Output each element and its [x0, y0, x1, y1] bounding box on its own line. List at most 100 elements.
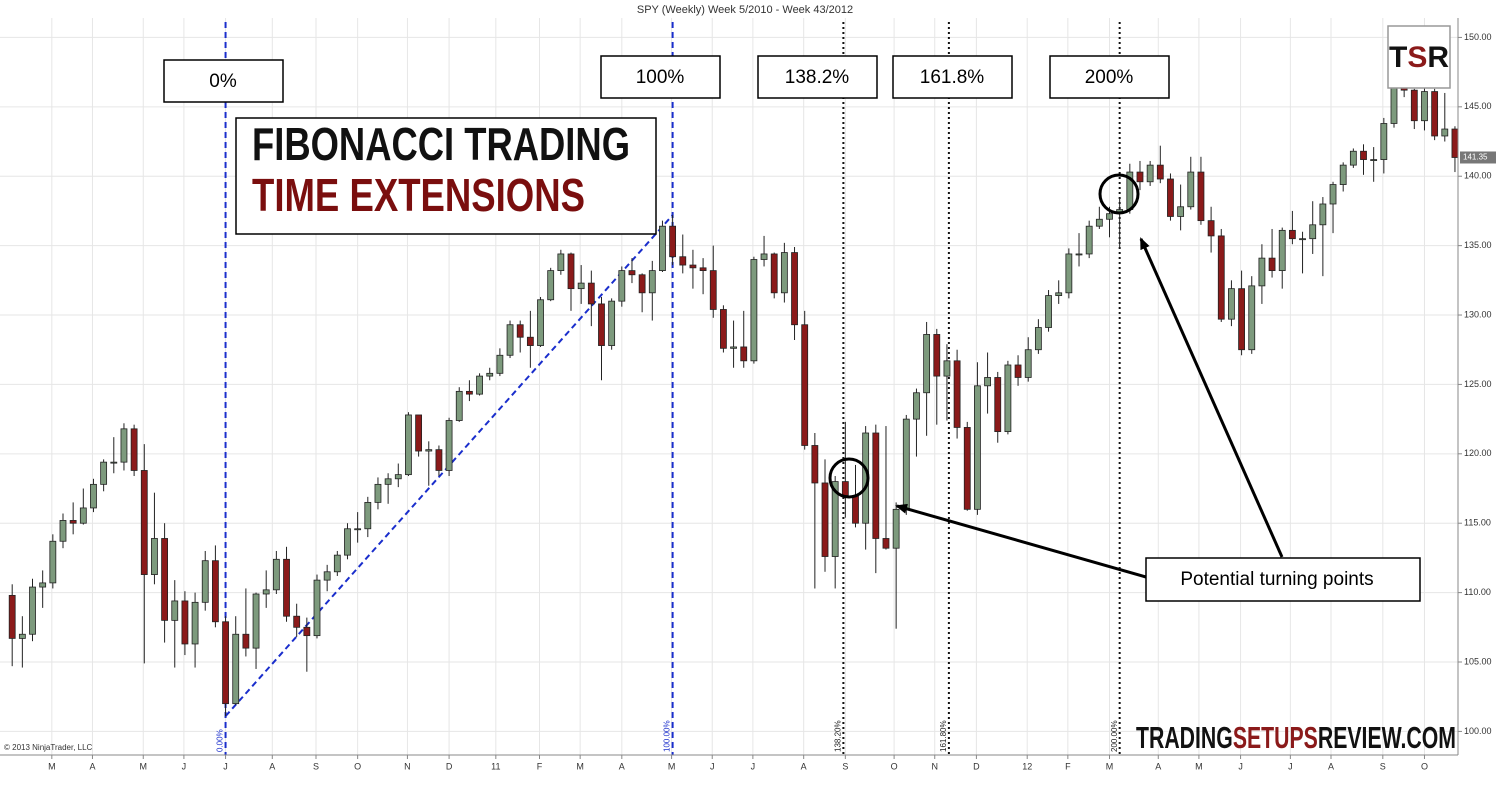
x-tick-label: M: [576, 761, 584, 771]
x-tick-label: N: [931, 761, 938, 771]
candle-body: [496, 354, 504, 374]
candle-body: [526, 336, 534, 346]
y-tick-label: 115.00: [1464, 518, 1491, 528]
candle-body: [831, 481, 839, 557]
x-tick-label: A: [801, 761, 807, 771]
candle-body: [435, 449, 443, 471]
candle-body: [354, 528, 362, 531]
x-tick-label: M: [1195, 761, 1203, 771]
candle-body: [49, 540, 57, 584]
watermark-part: REVIEW.COM: [1318, 720, 1456, 755]
candle-body: [1390, 84, 1398, 124]
candle-body: [262, 589, 270, 595]
candle-body: [1339, 164, 1347, 185]
candle-body: [740, 346, 748, 362]
candle-body: [171, 600, 179, 621]
candle-body: [1004, 364, 1012, 433]
x-tick-label: D: [446, 761, 453, 771]
candle-body: [140, 470, 148, 575]
candle-body: [953, 360, 961, 428]
fib-label-box: [163, 59, 284, 103]
candle-body: [577, 282, 585, 290]
candle-body: [852, 495, 859, 524]
candle-body: [405, 414, 412, 476]
candle-body: [1370, 159, 1378, 161]
x-tick-label: J: [1238, 761, 1243, 771]
candle-body: [587, 282, 595, 305]
candle-body: [303, 626, 311, 637]
candle-body: [8, 594, 16, 639]
candle-body: [811, 445, 819, 484]
x-tick-label: A: [269, 761, 275, 771]
candle-body: [1146, 164, 1154, 183]
candle-body: [384, 478, 392, 485]
watermark-part: TRADING: [1136, 720, 1233, 755]
annotation: Potential turning points: [1180, 569, 1373, 590]
candle-body: [333, 554, 341, 573]
x-tick-label: M: [140, 761, 148, 771]
candle-body: [191, 601, 199, 645]
candle-body: [780, 252, 788, 294]
candle-body: [110, 461, 118, 464]
turning-point-circle: [828, 457, 870, 499]
candle-body: [608, 300, 616, 346]
candle-body: [618, 270, 626, 302]
x-tick-label: S: [313, 761, 319, 771]
fib-label-box: [600, 55, 721, 99]
y-tick-label: 100.00: [1464, 726, 1492, 736]
candle-body: [689, 264, 697, 269]
x-tick-label: J: [751, 761, 756, 771]
candle-body: [516, 324, 524, 338]
candle-body: [1349, 150, 1357, 166]
candle-body: [130, 428, 138, 471]
x-tick-label: N: [404, 761, 411, 771]
x-tick-label: J: [182, 761, 187, 771]
y-tick-label: 150.00: [1464, 32, 1492, 42]
candle-body: [1156, 164, 1164, 180]
candle-body: [892, 508, 900, 549]
candle-body: [1177, 206, 1185, 217]
candle-body: [821, 482, 829, 557]
candle-body: [242, 633, 250, 649]
fib-label-box: [1049, 55, 1170, 99]
candle-body: [201, 560, 209, 603]
candle-body: [659, 225, 666, 272]
candle-body: [1085, 225, 1093, 255]
candle-body: [161, 538, 168, 621]
candle-body: [1309, 224, 1317, 240]
candle-body: [974, 385, 981, 510]
overlay-title-box: [235, 117, 657, 235]
x-tick-label: M: [48, 761, 56, 771]
x-tick-label: O: [354, 761, 361, 771]
candle-body: [923, 334, 931, 394]
watermark: TRADINGSETUPSREVIEW.COM: [1136, 720, 1456, 755]
candle-body: [557, 253, 565, 272]
x-tick-label: J: [710, 761, 715, 771]
candle-body: [425, 449, 433, 452]
x-tick-label: A: [1328, 761, 1334, 771]
candle-body: [669, 225, 677, 258]
candle-body: [1024, 349, 1032, 378]
candle-body: [1329, 184, 1337, 205]
candle-body: [1451, 128, 1459, 158]
candle-body: [476, 375, 483, 395]
candle-body: [598, 303, 605, 346]
candle-body: [1258, 257, 1266, 287]
y-tick-label: 125.00: [1464, 379, 1492, 389]
candle-body: [750, 259, 758, 362]
logo: TSR: [1389, 41, 1449, 74]
candle-body: [648, 270, 656, 294]
candle-body: [90, 483, 97, 509]
candle-body: [679, 256, 687, 266]
x-tick-label: A: [619, 761, 625, 771]
x-tick-label: 11: [491, 761, 500, 771]
candle-body: [1299, 238, 1306, 241]
candle-body: [1441, 128, 1449, 137]
fib-label: 0%: [209, 71, 237, 92]
candle-body: [486, 372, 494, 377]
candle-body: [283, 558, 290, 617]
y-tick-label: 110.00: [1464, 587, 1491, 597]
candle-body: [963, 427, 971, 510]
x-tick-label: J: [223, 761, 228, 771]
candle-body: [1136, 171, 1144, 183]
